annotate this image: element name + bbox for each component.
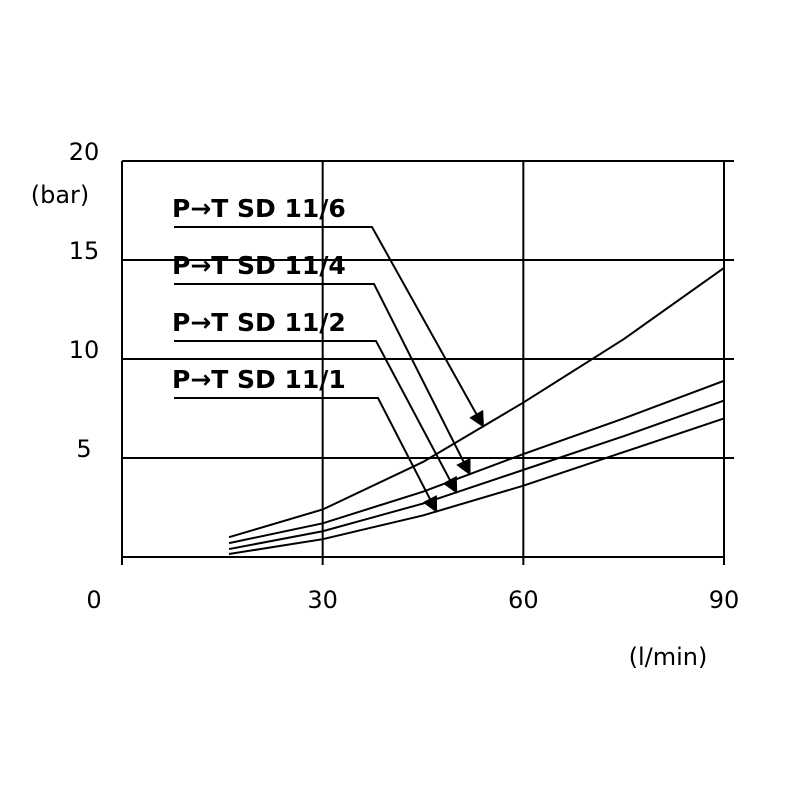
series-label: P→T SD 11/4: [172, 251, 346, 280]
y-axis-label: (bar): [31, 181, 90, 209]
y-tick-label: 5: [76, 435, 91, 463]
y-tick-label: 20: [69, 138, 100, 166]
x-tick-label: 90: [709, 586, 740, 614]
leader-arrow: [174, 226, 485, 428]
series-line: [228, 267, 725, 539]
series-label: P→T SD 11/1: [172, 365, 346, 394]
series-line: [228, 379, 725, 545]
series-line: [228, 399, 725, 551]
y-tick-label: 10: [69, 336, 100, 364]
y-tick-label: 15: [69, 237, 100, 265]
x-axis-label: (l/min): [629, 643, 708, 671]
x-tick-label: 0: [86, 586, 101, 614]
leader-arrow: [174, 283, 471, 476]
series-label: P→T SD 11/6: [172, 194, 346, 223]
x-tick-label: 30: [307, 586, 338, 614]
leader-arrow: [174, 397, 438, 513]
leader-arrow: [174, 340, 458, 494]
x-tick-label: 60: [508, 586, 539, 614]
series-line: [228, 417, 725, 556]
series-label: P→T SD 11/2: [172, 308, 346, 337]
